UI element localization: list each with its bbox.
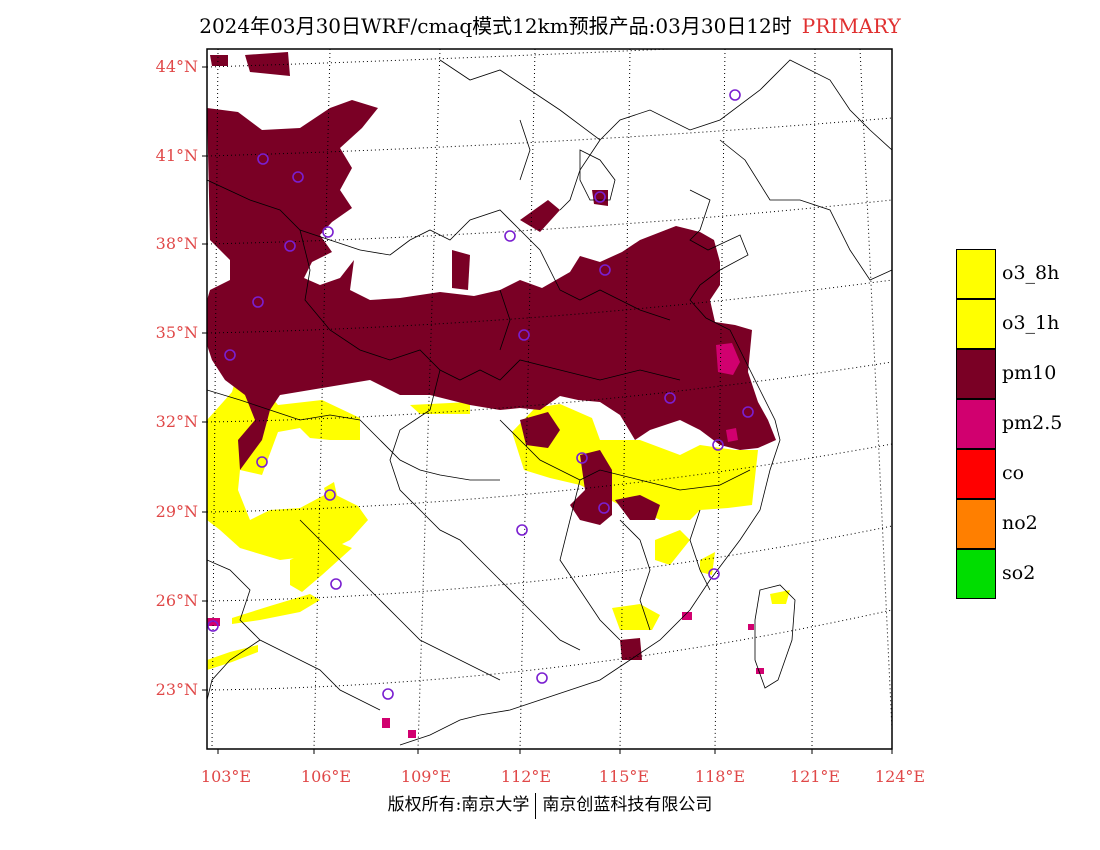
station-marker bbox=[576, 452, 588, 464]
boundaries bbox=[207, 59, 892, 746]
station-marker bbox=[284, 240, 296, 252]
legend-swatch bbox=[956, 249, 996, 299]
lat-label: 23°N bbox=[156, 680, 198, 699]
station-marker bbox=[504, 230, 516, 242]
station-marker bbox=[322, 226, 334, 238]
legend-label: pm2.5 bbox=[1002, 412, 1063, 434]
map-title-text: 2024年03月30日WRF/cmaq模式12km预报产品:03月30日12时 bbox=[199, 14, 792, 38]
station-marker bbox=[252, 296, 264, 308]
legend-label: o3_8h bbox=[1002, 262, 1060, 284]
lat-label: 35°N bbox=[156, 323, 198, 342]
station-marker bbox=[207, 620, 219, 632]
station-marker bbox=[729, 89, 741, 101]
station-marker bbox=[324, 489, 336, 501]
o3-regions bbox=[207, 378, 790, 670]
legend-label: co bbox=[1002, 462, 1025, 484]
legend-swatch bbox=[956, 449, 996, 499]
station-marker bbox=[256, 456, 268, 468]
map-frame bbox=[202, 48, 893, 754]
copyright-left: 版权所有:南京大学 bbox=[387, 795, 530, 815]
pm25-regions bbox=[207, 343, 764, 738]
station-marker bbox=[599, 264, 611, 276]
lon-label: 118°E bbox=[695, 767, 745, 786]
lon-label: 124°E bbox=[875, 767, 925, 786]
station-marker bbox=[712, 439, 724, 451]
legend-swatch bbox=[956, 499, 996, 549]
lat-label: 44°N bbox=[156, 57, 198, 76]
copyright-separator bbox=[535, 792, 537, 819]
station-marker bbox=[664, 392, 676, 404]
station-marker bbox=[594, 191, 606, 203]
legend-label: pm10 bbox=[1002, 362, 1057, 384]
legend-label: so2 bbox=[1002, 562, 1036, 584]
legend-swatch bbox=[956, 399, 996, 449]
station-marker bbox=[708, 568, 720, 580]
lat-label: 29°N bbox=[156, 502, 198, 521]
lon-label: 121°E bbox=[790, 767, 840, 786]
lat-label: 38°N bbox=[156, 234, 198, 253]
latitude-labels: 44°N 41°N 38°N 35°N 32°N 29°N 26°N 23°N bbox=[156, 57, 198, 699]
lat-label: 32°N bbox=[156, 412, 198, 431]
station-marker bbox=[330, 578, 342, 590]
lon-label: 106°E bbox=[301, 767, 351, 786]
lon-label: 103°E bbox=[201, 767, 251, 786]
copyright-right: 南京创蓝科技有限公司 bbox=[542, 795, 713, 815]
legend-label: no2 bbox=[1002, 512, 1038, 534]
legend-swatch bbox=[956, 299, 996, 349]
primary-tag: PRIMARY bbox=[801, 14, 901, 38]
station-marker bbox=[742, 406, 754, 418]
legend-swatch bbox=[956, 349, 996, 399]
station-marker bbox=[382, 688, 394, 700]
copyright: 版权所有:南京大学 南京创蓝科技有限公司 bbox=[0, 790, 1100, 819]
graticule bbox=[207, 49, 892, 749]
station-marker bbox=[257, 153, 269, 165]
station-markers bbox=[207, 89, 754, 700]
station-marker bbox=[292, 171, 304, 183]
station-marker bbox=[536, 672, 548, 684]
longitude-labels: 103°E 106°E 109°E 112°E 115°E 118°E 121°… bbox=[201, 767, 925, 786]
lon-label: 115°E bbox=[599, 767, 649, 786]
map-title: 2024年03月30日WRF/cmaq模式12km预报产品:03月30日12时 P… bbox=[0, 10, 1100, 39]
lon-label: 112°E bbox=[501, 767, 551, 786]
station-marker bbox=[598, 502, 610, 514]
station-marker bbox=[518, 329, 530, 341]
station-marker bbox=[516, 524, 528, 536]
legend-swatch bbox=[956, 549, 996, 599]
station-marker bbox=[224, 349, 236, 361]
lon-label: 109°E bbox=[401, 767, 451, 786]
map-body bbox=[207, 49, 892, 749]
lat-label: 26°N bbox=[156, 591, 198, 610]
legend-label: o3_1h bbox=[1002, 312, 1060, 334]
lat-label: 41°N bbox=[156, 146, 198, 165]
